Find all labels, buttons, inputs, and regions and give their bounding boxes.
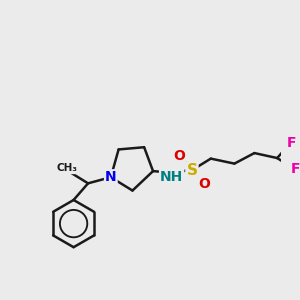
Text: S: S xyxy=(186,163,197,178)
Text: CH₃: CH₃ xyxy=(56,163,77,173)
Text: NH: NH xyxy=(160,170,183,184)
Text: F: F xyxy=(291,162,300,176)
Text: O: O xyxy=(199,177,210,190)
Text: N: N xyxy=(105,170,117,184)
Text: F: F xyxy=(287,136,296,150)
Text: O: O xyxy=(173,149,185,164)
